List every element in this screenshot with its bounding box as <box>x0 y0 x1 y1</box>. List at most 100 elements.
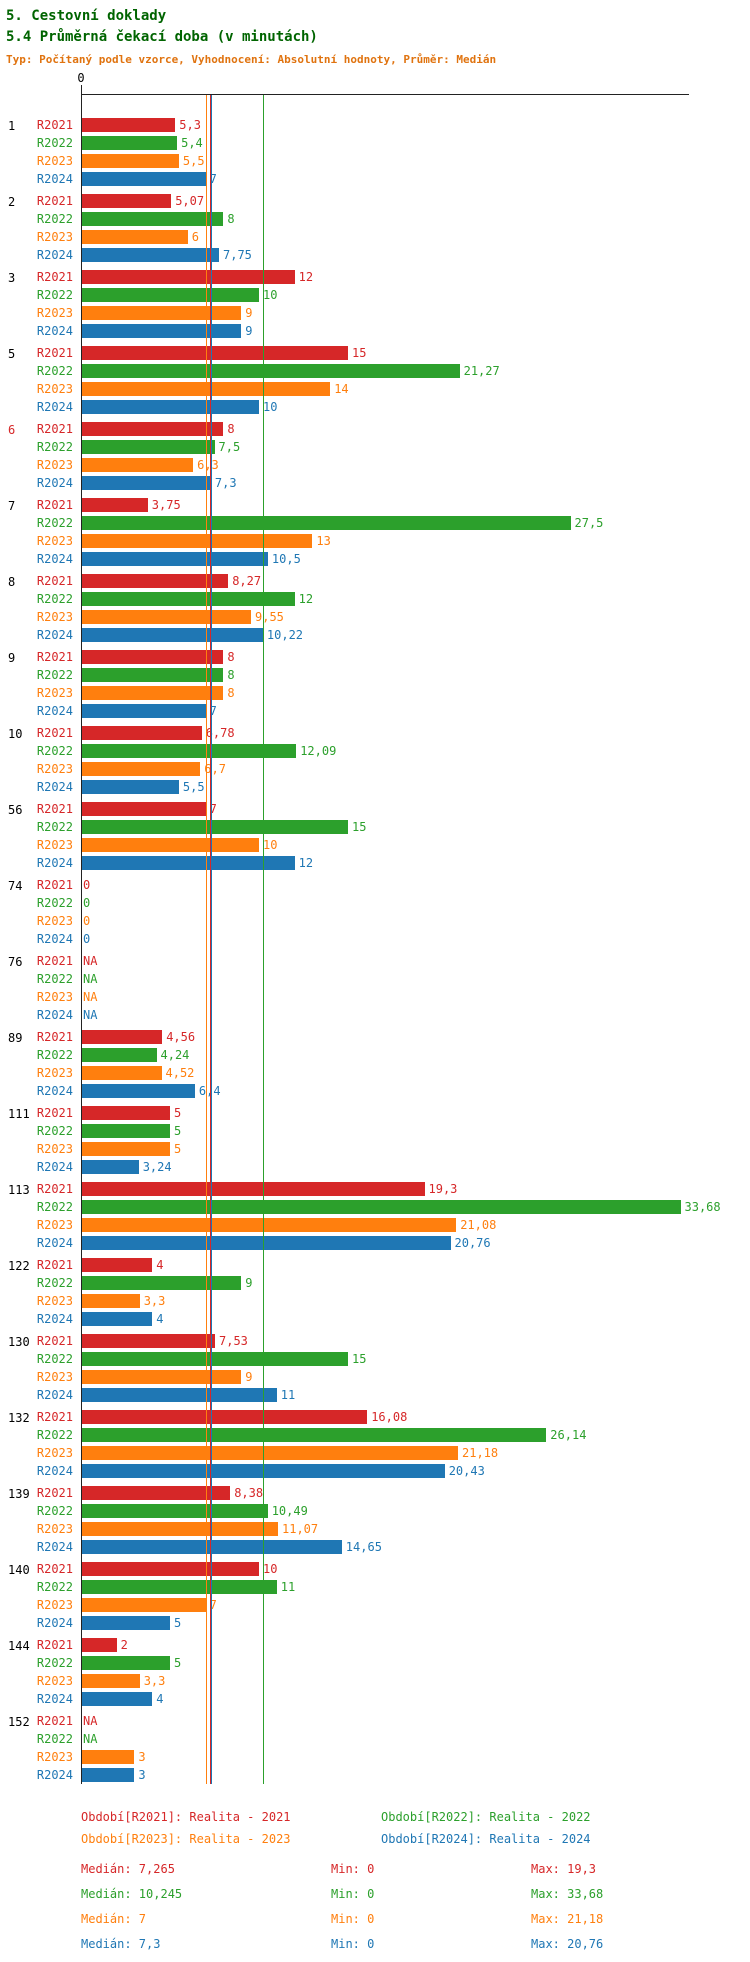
series-label: R2022 <box>36 592 73 606</box>
bar-r2021 <box>81 1410 368 1424</box>
series-label: R2021 <box>36 1258 73 1272</box>
bar-r2022 <box>81 1580 277 1594</box>
bar-row: R2024 10,5 <box>0 550 750 568</box>
bar-value-label: 6,78 <box>205 726 235 740</box>
bar-row: R2022 8 <box>0 210 750 228</box>
series-label: R2023 <box>36 382 73 396</box>
series-label: R2023 <box>36 1674 73 1688</box>
bar-row: R2022 5 <box>0 1122 750 1140</box>
bar-row: R2021 0 <box>0 876 750 894</box>
bar-r2022 <box>81 212 224 226</box>
bar-value-label: 8,38 <box>234 1486 264 1500</box>
bar-r2024 <box>81 476 211 490</box>
bar-row: R2023 9,55 <box>0 608 750 626</box>
bar-row: R2023 6 <box>0 228 750 246</box>
series-label: R2021 <box>36 1410 73 1424</box>
bar-r2021 <box>81 726 202 740</box>
office-label: 5 <box>8 347 16 361</box>
series-label: R2022 <box>36 820 73 834</box>
stats-row: Medián: 10,245 Min: 0 Max: 33,68 <box>0 1887 750 1912</box>
office-label: 89 <box>8 1031 23 1045</box>
bar-r2022 <box>81 136 178 150</box>
bar-r2023 <box>81 610 251 624</box>
bar-r2022 <box>81 1200 681 1214</box>
bar-row: R2024 0 <box>0 930 750 948</box>
series-label: R2023 <box>36 990 73 1004</box>
bar-r2023 <box>81 230 188 244</box>
office-label: 56 <box>8 803 23 817</box>
bar-row: R2022 21,27 <box>0 362 750 380</box>
bar-value-label: 12,09 <box>300 744 337 758</box>
series-label: R2021 <box>36 726 73 740</box>
series-label: R2021 <box>36 422 73 436</box>
median-line-r2024 <box>211 94 212 1784</box>
series-label: R2024 <box>36 932 73 946</box>
stat-median: Medián: 7,265 <box>81 1862 175 1876</box>
bar-row: R2021 8 <box>0 648 750 666</box>
bar-row: R2021 2 <box>0 1636 750 1654</box>
bar-value-label: 5 <box>174 1106 182 1120</box>
bar-row: R2024 7,75 <box>0 246 750 264</box>
series-label: R2021 <box>36 802 73 816</box>
bar-group-130: 130 R2021 7,53 R2022 15 R2023 9 R2024 11 <box>0 1332 750 1404</box>
bar-row: R2022 12 <box>0 590 750 608</box>
bar-row: R2021 15 <box>0 344 750 362</box>
bar-value-label: 8 <box>227 422 235 436</box>
bar-row: R2024 7 <box>0 702 750 720</box>
series-label: R2024 <box>36 172 73 186</box>
bar-r2024 <box>81 1312 153 1326</box>
series-label: R2022 <box>36 1200 73 1214</box>
bar-row: R2022 NA <box>0 970 750 988</box>
bar-group-122: 122 R2021 4 R2022 9 R2023 3,3 R2024 4 <box>0 1256 750 1328</box>
bar-r2022 <box>81 1504 268 1518</box>
office-label: 144 <box>8 1639 30 1653</box>
bar-row: R2023 3 <box>0 1748 750 1766</box>
bar-row: R2023 11,07 <box>0 1520 750 1538</box>
bar-group-6: 6 R2021 8 R2022 7,5 R2023 6,3 R2024 7,3 <box>0 420 750 492</box>
bar-row: R2021 4,56 <box>0 1028 750 1046</box>
office-label: 6 <box>8 423 16 437</box>
bar-row: R2023 3,3 <box>0 1292 750 1310</box>
bar-row: R2023 13 <box>0 532 750 550</box>
bar-value-label: 9 <box>245 1370 253 1384</box>
bar-group-10: 10 R2021 6,78 R2022 12,09 R2023 6,7 R2024 5,5 <box>0 724 750 796</box>
series-label: R2022 <box>36 1428 73 1442</box>
bar-row: R2022 9 <box>0 1274 750 1292</box>
series-label: R2023 <box>36 1370 73 1384</box>
bar-group-144: 144 R2021 2 R2022 5 R2023 3,3 R2024 4 <box>0 1636 750 1708</box>
bar-row: R2023 21,18 <box>0 1444 750 1462</box>
series-label: R2021 <box>36 954 73 968</box>
bar-value-label: 27,5 <box>574 516 604 530</box>
bar-value-label: 2 <box>120 1638 128 1652</box>
bar-row: R2023 9 <box>0 304 750 322</box>
legend-item: Období[R2022]: Realita - 2022 <box>381 1810 591 1824</box>
series-label: R2022 <box>36 668 73 682</box>
bar-value-label: 6 <box>191 230 200 244</box>
bar-row: R2022 5,4 <box>0 134 750 152</box>
bar-row: R2024 NA <box>0 1006 750 1024</box>
bar-r2023 <box>81 1446 458 1460</box>
series-label: R2023 <box>36 914 73 928</box>
bar-row: R2024 3 <box>0 1766 750 1784</box>
bar-r2024 <box>81 1616 170 1630</box>
bar-value-label: 5,3 <box>179 118 201 132</box>
series-label: R2022 <box>36 288 73 302</box>
series-label: R2022 <box>36 744 73 758</box>
bar-group-76: 76 R2021 NA R2022 NA R2023 NA R2024 NA <box>0 952 750 1024</box>
bar-value-label: 5 <box>174 1656 182 1670</box>
bar-row: R2022 7,5 <box>0 438 750 456</box>
series-label: R2022 <box>36 1656 73 1670</box>
bar-value-label: 0 <box>83 932 91 946</box>
bar-value-label: 4,24 <box>160 1048 190 1062</box>
bar-row: R2021 NA <box>0 1712 750 1730</box>
bar-row: R2023 0 <box>0 912 750 930</box>
bar-row: R2021 8 <box>0 420 750 438</box>
bar-r2022 <box>81 1276 242 1290</box>
bar-value-label: 15 <box>352 1352 367 1366</box>
bar-value-label: 4 <box>156 1692 164 1706</box>
bar-value-label: 11,07 <box>282 1522 319 1536</box>
bar-value-label: 15 <box>352 820 367 834</box>
bar-r2023 <box>81 382 331 396</box>
series-label: R2021 <box>36 1030 73 1044</box>
bar-group-2: 2 R2021 5,07 R2022 8 R2023 6 R2024 7,75 <box>0 192 750 264</box>
